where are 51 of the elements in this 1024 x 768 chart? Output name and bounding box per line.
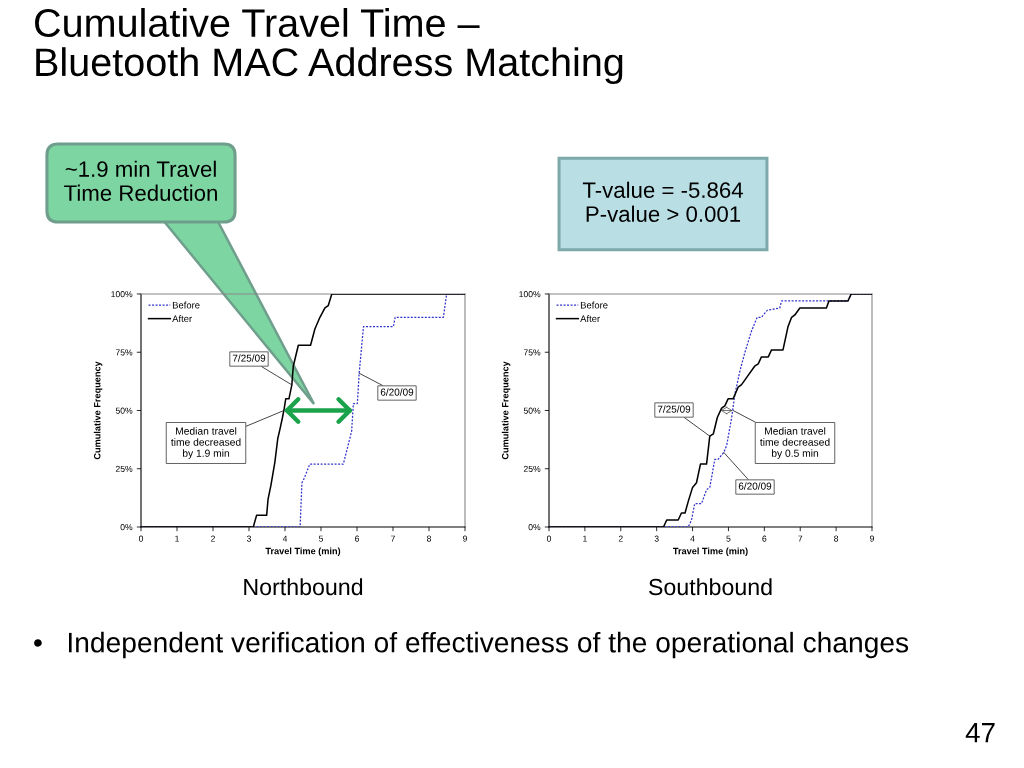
annotation: 6/20/09: [380, 388, 414, 396]
text: Cumulative Travel Time – Bluetooth MAC Address Matching: [35, 8, 623, 85]
annotation: Median travel time decreased by 1.9 min: [171, 427, 241, 459]
y-tick-label: 25%: [115, 465, 133, 472]
x-tick-label: 2: [618, 535, 623, 542]
legend-label: Before: [172, 301, 200, 309]
x-axis-title: Travel Time (min): [672, 547, 748, 557]
annotation: 6/20/09: [738, 482, 772, 490]
x-tick-label: 4: [690, 535, 695, 542]
y-tick-label: 100%: [519, 291, 541, 298]
x-tick-label: 8: [834, 535, 839, 542]
y-tick-label: 50%: [523, 407, 541, 414]
y-tick-label: 25%: [523, 465, 541, 472]
x-axis-title: Travel Time (min): [265, 547, 341, 557]
x-tick-label: 8: [426, 535, 432, 542]
text: 47: [965, 723, 995, 743]
text: ~1.9 min Travel Time Reduction: [64, 160, 217, 201]
x-tick-label: 3: [654, 535, 659, 542]
annotation: 7/25/09: [657, 405, 691, 413]
legend-label: After: [172, 315, 192, 323]
x-tick-label: 2: [211, 535, 215, 542]
y-tick-label: 0%: [120, 524, 133, 531]
y-axis-title: Cumulative Frequency: [93, 361, 103, 460]
x-tick-label: 0: [138, 535, 144, 542]
annotation: Median travel time decreased by 0.5 min: [760, 427, 830, 459]
legend-label: After: [580, 315, 600, 323]
x-tick-label: 9: [463, 535, 467, 542]
x-tick-label: 7: [798, 535, 803, 542]
x-tick-label: 5: [726, 535, 731, 542]
x-tick-label: 9: [870, 535, 874, 542]
y-axis-title: Cumulative Frequency: [501, 361, 511, 460]
x-tick-label: 1: [175, 535, 179, 542]
text: • Independent verification of effectiveness of the operational changes: [34, 631, 909, 659]
x-tick-label: 3: [246, 535, 252, 542]
x-tick-label: 7: [391, 535, 395, 542]
x-tick-label: 1: [583, 535, 587, 542]
text: Northbound: [244, 578, 363, 596]
x-tick-label: 6: [355, 535, 360, 542]
x-tick-label: 5: [318, 535, 324, 542]
legend-label: Before: [580, 301, 608, 309]
text: T-value = -5.864 P-value > 0.001: [582, 181, 743, 222]
y-tick-label: 0%: [528, 524, 541, 531]
text: Southbound: [649, 578, 772, 596]
y-tick-label: 50%: [115, 407, 133, 414]
y-tick-label: 75%: [115, 349, 133, 356]
x-tick-label: 0: [546, 535, 552, 542]
annotation: 7/25/09: [232, 354, 266, 362]
x-tick-label: 6: [762, 535, 767, 542]
x-tick-label: 4: [282, 535, 288, 542]
y-tick-label: 100%: [111, 291, 133, 298]
y-tick-label: 75%: [523, 349, 541, 356]
